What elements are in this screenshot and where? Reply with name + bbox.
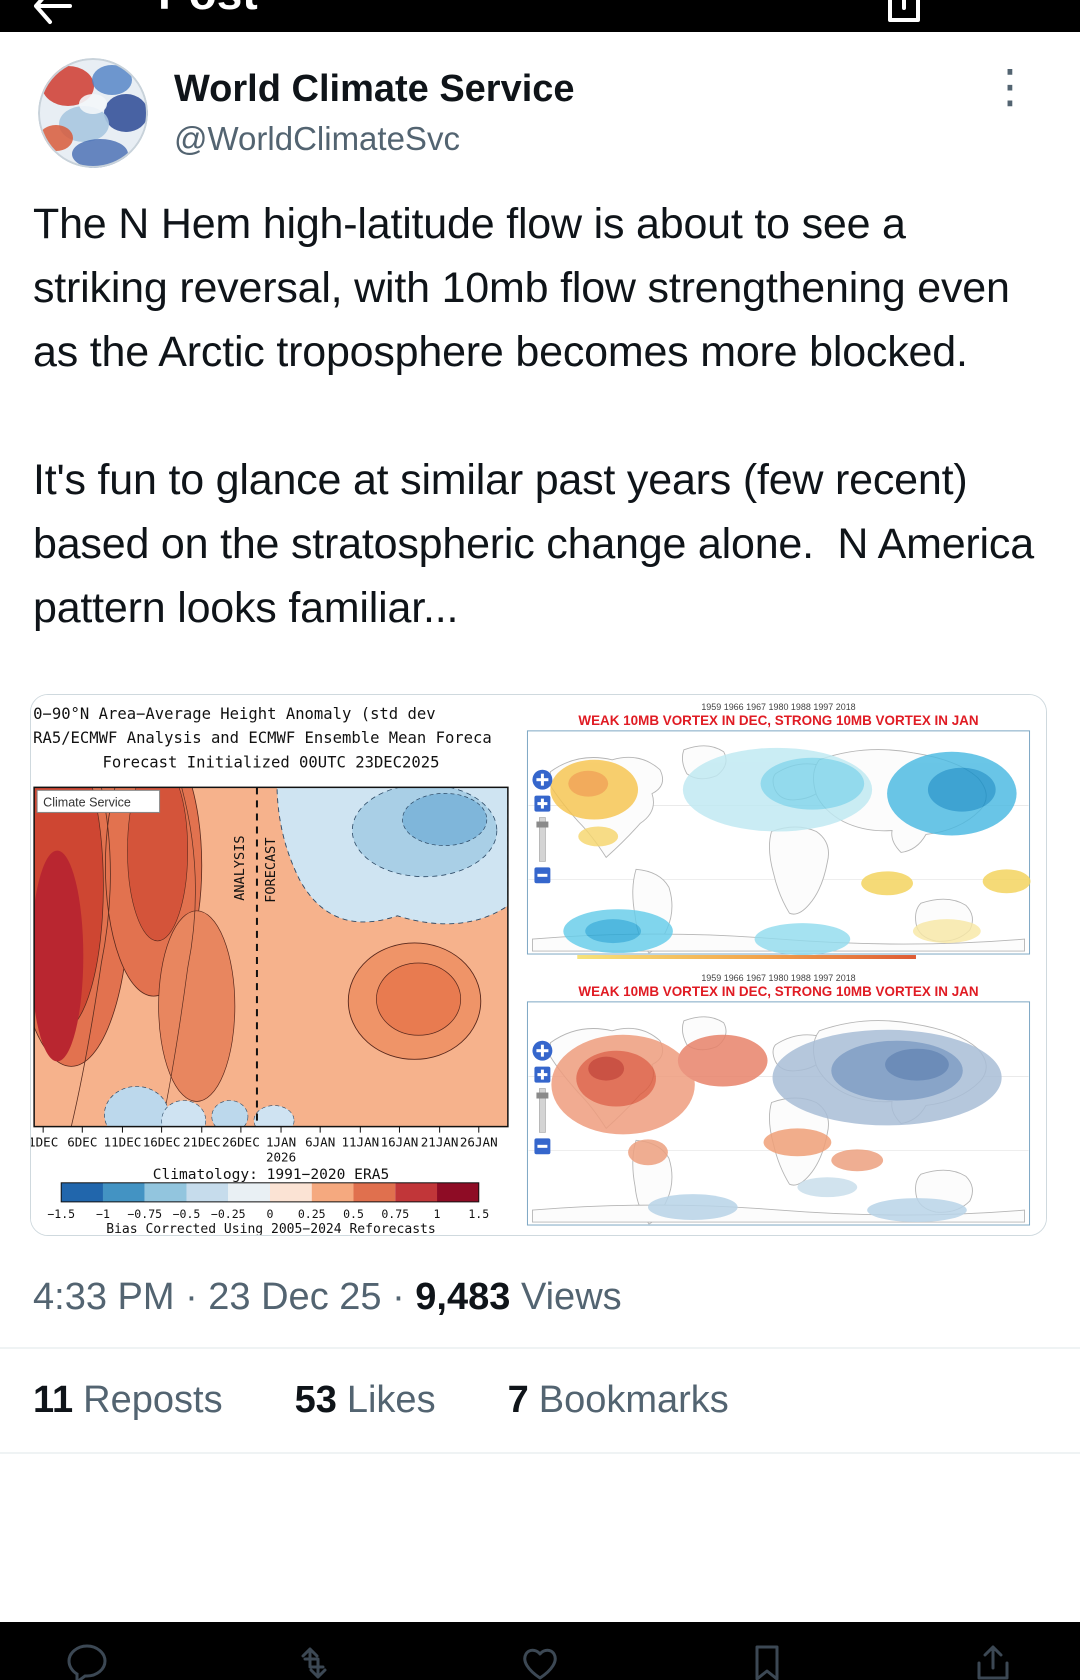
- colorbar-tick: 0.25: [298, 1207, 326, 1221]
- x-tick-label: 21JAN: [421, 1135, 459, 1150]
- colorbar-tick: −0.5: [173, 1207, 201, 1221]
- page-title: Post: [158, 0, 258, 20]
- map-title: WEAK 10MB VORTEX IN DEC, STRONG 10MB VOR…: [578, 713, 978, 728]
- back-arrow-icon[interactable]: [28, 0, 76, 28]
- x-tick-label: 16JAN: [381, 1135, 419, 1150]
- x-tick-label: 21DEC: [183, 1135, 221, 1150]
- colorbar: [60, 1182, 480, 1203]
- post-meta-row: 4:33 PM · 23 Dec 25 · 9,483 Views: [0, 1236, 1080, 1347]
- bookmarks-count: 7: [507, 1379, 529, 1421]
- map-title: WEAK 10MB VORTEX IN DEC, STRONG 10MB VOR…: [578, 984, 978, 999]
- world-map-temp-anomaly: [528, 1016, 1029, 1225]
- chart-title-line3: Forecast Initialized 00UTC 23DEC2025: [103, 753, 440, 771]
- bookmarks-label: Bookmarks: [538, 1379, 729, 1421]
- chart-title-line1: 0−90°N Area−Average Height Anomaly (std …: [33, 705, 435, 723]
- author-handle: @WorldClimateSvc: [174, 119, 460, 157]
- climatology-label: Climatology: 1991−2020 ERA5: [153, 1166, 389, 1183]
- bookmarks-stat[interactable]: 7 Bookmarks: [508, 1379, 729, 1422]
- x-year-label: 2026: [266, 1150, 296, 1165]
- divider: [0, 1347, 1080, 1349]
- colorbar-tick: −1: [96, 1207, 110, 1221]
- world-map-height-anomaly: [528, 745, 1031, 956]
- map-years-label: 1959 1966 1967 1980 1988 1997 2018: [701, 973, 855, 983]
- author-block[interactable]: World Climate Service @WorldClimateSvc: [174, 58, 575, 158]
- views-label[interactable]: Views: [520, 1276, 622, 1318]
- forecast-label: FORECAST: [263, 838, 279, 903]
- map-colorbar-strip: [577, 955, 916, 960]
- chart-image[interactable]: 0−90°N Area−Average Height Anomaly (std …: [31, 695, 511, 1235]
- contour-plot-field: [34, 787, 508, 1127]
- colorbar-tick: −1.5: [47, 1207, 75, 1221]
- x-tick-marks: [42, 1126, 480, 1133]
- engagement-stats-row: 11 Reposts 53 Likes 7 Bookmarks: [0, 1349, 1080, 1452]
- globe-anomaly-avatar-image: [38, 58, 148, 168]
- author-name: World Climate Service: [174, 68, 575, 110]
- reposts-count: 11: [33, 1379, 74, 1421]
- map-image-top[interactable]: 1959 1966 1967 1980 1988 1997 2018 WEAK …: [517, 699, 1040, 960]
- more-menu-icon[interactable]: ⋮: [987, 59, 1033, 113]
- likes-stat[interactable]: 53 Likes: [295, 1379, 436, 1422]
- chart-footnote: Bias Corrected Using 2005−2024 Reforecas…: [106, 1222, 436, 1235]
- colorbar-tick: −0.25: [211, 1207, 246, 1221]
- map-years-label: 1959 1966 1967 1980 1988 1997 2018: [701, 702, 855, 712]
- media-attachment-group: 0−90°N Area−Average Height Anomaly (std …: [30, 694, 1047, 1236]
- x-tick-label: 11DEC: [104, 1135, 142, 1150]
- x-tick-label: 1JAN: [266, 1135, 296, 1150]
- bottom-action-bar: [0, 1622, 1080, 1680]
- repost-icon[interactable]: [291, 1640, 337, 1680]
- map-images-column: 1959 1966 1967 1980 1988 1997 2018 WEAK …: [511, 695, 1046, 1235]
- share-icon[interactable]: [882, 0, 926, 26]
- map-image-bottom[interactable]: 1959 1966 1967 1980 1988 1997 2018 WEAK …: [517, 970, 1040, 1231]
- avatar[interactable]: [38, 58, 148, 168]
- timestamp-and-date: 4:33 PM · 23 Dec 25 ·: [33, 1276, 405, 1318]
- share-post-icon[interactable]: [970, 1640, 1016, 1680]
- like-icon[interactable]: [517, 1640, 563, 1680]
- reply-icon[interactable]: [64, 1640, 110, 1680]
- divider: [0, 1452, 1080, 1454]
- views-count: 9,483: [415, 1276, 511, 1318]
- x-tick-label: 26DEC: [222, 1135, 260, 1150]
- x-tick-label: 6JAN: [305, 1135, 335, 1150]
- x-tick-label: 6DEC: [67, 1135, 97, 1150]
- svg-text:Climate Service: Climate Service: [43, 795, 131, 809]
- colorbar-tick: 1: [434, 1207, 441, 1221]
- bookmark-icon[interactable]: [744, 1640, 790, 1680]
- colorbar-tick: 1.5: [468, 1207, 489, 1221]
- likes-count: 53: [294, 1379, 337, 1421]
- reposts-label: Reposts: [83, 1379, 223, 1421]
- post-author-header: World Climate Service @WorldClimateSvc ⋮: [0, 32, 1080, 168]
- x-tick-label: 1DEC: [31, 1135, 58, 1150]
- chart-title-line2: RA5/ECMWF Analysis and ECMWF Ensemble Me…: [33, 729, 492, 747]
- colorbar-tick: −0.75: [127, 1207, 162, 1221]
- analysis-label: ANALYSIS: [232, 836, 248, 901]
- x-tick-label: 16DEC: [143, 1135, 181, 1150]
- post-body-text: The N Hem high-latitude flow is about to…: [33, 200, 1034, 632]
- x-tick-label: 11JAN: [341, 1135, 379, 1150]
- top-app-bar: Post: [0, 0, 1080, 32]
- colorbar-tick: 0.5: [343, 1207, 364, 1221]
- chart-watermark: Climate Service: [36, 789, 161, 813]
- x-tick-label: 26JAN: [460, 1135, 498, 1150]
- reposts-stat[interactable]: 11 Reposts: [33, 1379, 223, 1422]
- colorbar-tick: 0.75: [381, 1207, 409, 1221]
- likes-label: Likes: [346, 1379, 436, 1421]
- colorbar-tick: 0: [267, 1207, 274, 1221]
